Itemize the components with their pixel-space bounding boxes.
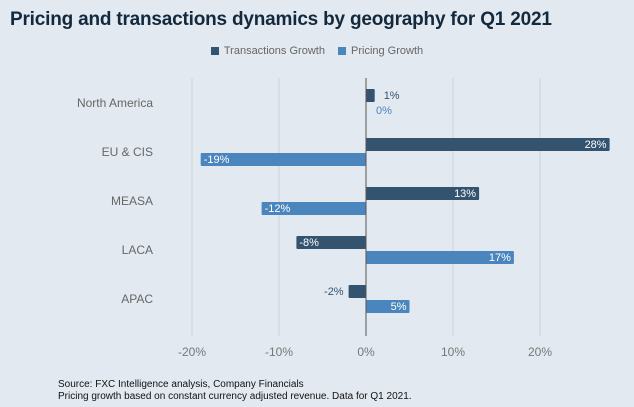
data-label: -12%	[265, 203, 291, 215]
x-tick-label: -10%	[265, 345, 293, 359]
legend-swatch	[338, 47, 346, 55]
legend: Transactions Growth Pricing Growth	[0, 45, 634, 58]
methodology-note: Pricing growth based on constant currenc…	[58, 391, 412, 402]
x-tick-label: 0%	[357, 345, 375, 359]
data-label: 13%	[454, 188, 476, 200]
bar-transactions	[366, 138, 610, 151]
category-label: EU & CIS	[102, 145, 153, 159]
legend-item-transactions: Transactions Growth	[210, 45, 325, 57]
bar-pricing	[366, 251, 514, 264]
bar-pricing	[200, 153, 366, 166]
bar-pricing	[366, 300, 410, 313]
source-note: Source: FXC Intelligence analysis, Compa…	[58, 379, 304, 390]
bar-transactions	[348, 285, 366, 298]
x-tick-label: 10%	[441, 345, 465, 359]
category-label: MEASA	[111, 194, 153, 208]
bar-transactions	[366, 187, 480, 200]
x-tick-label: 20%	[528, 345, 552, 359]
category-label: APAC	[121, 292, 153, 306]
legend-item-pricing: Pricing Growth	[338, 45, 423, 57]
data-label: -2%	[324, 286, 344, 298]
bar-pricing	[261, 202, 366, 215]
data-label: -8%	[299, 237, 319, 249]
data-label: 1%	[384, 90, 400, 102]
category-label: North America	[77, 96, 153, 110]
category-label: LACA	[122, 243, 153, 257]
data-label: 5%	[391, 301, 407, 313]
data-label: 17%	[489, 252, 511, 264]
x-tick-label: -20%	[178, 345, 206, 359]
data-label: -19%	[204, 154, 230, 166]
legend-swatch	[210, 47, 219, 55]
data-label: 0%	[376, 105, 392, 117]
chart-title: Pricing and transactions dynamics by geo…	[10, 9, 552, 30]
bar-transactions	[296, 236, 366, 249]
bar-transactions	[366, 89, 375, 102]
legend-label: Transactions Growth	[223, 45, 325, 57]
footer: Source: FXC Intelligence analysis, Compa…	[58, 379, 618, 403]
legend-label: Pricing Growth	[351, 45, 424, 57]
data-label: 28%	[585, 139, 607, 151]
